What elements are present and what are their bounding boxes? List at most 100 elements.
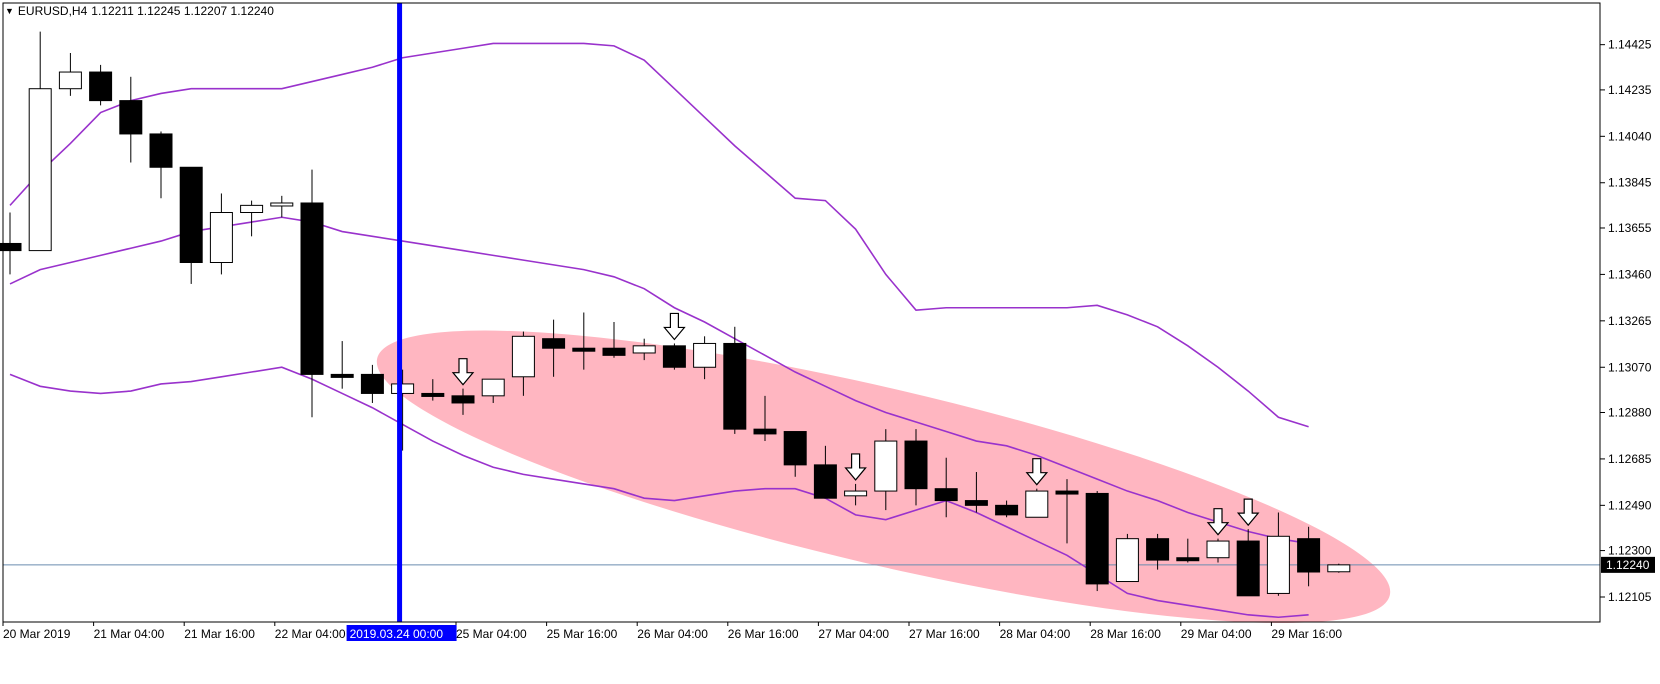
x-tick-label: 20 Mar 2019 [3, 627, 71, 641]
candle-body [149, 133, 173, 168]
chart-title-bar: ▼ EURUSD,H4 1.12211 1.12245 1.12207 1.12… [5, 4, 274, 18]
triangle-down-icon[interactable]: ▼ [5, 6, 14, 16]
candle-body [934, 488, 958, 502]
x-tick-label: 25 Mar 04:00 [456, 627, 527, 641]
candle [632, 338, 656, 361]
candle-body [723, 342, 747, 430]
current-price-label: 1.12240 [1606, 558, 1650, 572]
candle [572, 312, 596, 370]
candle-body [964, 500, 988, 506]
candlesticks [0, 31, 1351, 597]
candle [783, 431, 807, 477]
candle [753, 395, 777, 442]
candle [995, 500, 1019, 518]
candle-body [1025, 490, 1049, 518]
candle [270, 195, 294, 218]
candle-body [632, 345, 656, 354]
candle [964, 472, 988, 513]
y-tick-label: 1.12490 [1608, 498, 1652, 512]
candle [1115, 533, 1139, 583]
date-marker-tag[interactable] [346, 625, 457, 641]
candle [300, 169, 324, 418]
candle-body [0, 242, 22, 252]
y-tick-label: 1.12685 [1608, 452, 1652, 466]
x-tick-label: 25 Mar 16:00 [547, 627, 618, 641]
candle [1236, 529, 1260, 597]
candle [1025, 488, 1049, 518]
candle-body [1327, 564, 1351, 573]
candle [89, 64, 113, 106]
candle-body [330, 373, 354, 378]
candle [693, 336, 717, 380]
candle [723, 326, 747, 434]
plot-frame [2, 2, 1601, 623]
candle-body [572, 347, 596, 352]
candle [813, 445, 837, 499]
candle [481, 378, 505, 403]
candle [662, 343, 686, 370]
candle-body [1206, 540, 1230, 559]
y-tick-label: 1.13845 [1608, 176, 1652, 190]
candle [1297, 526, 1321, 587]
candle [360, 364, 384, 403]
x-tick-label: 28 Mar 04:00 [1000, 627, 1071, 641]
y-tick-label: 1.12300 [1608, 544, 1652, 558]
price-axis[interactable]: 1.14425 1.14235 1.14040 1.13845 1.13655 1.134… [1600, 38, 1655, 604]
date-marker-label: 2019.03.24 00:00 [350, 627, 444, 641]
candle-body [1297, 538, 1321, 573]
candle-body [1266, 535, 1290, 594]
candle-body [783, 431, 807, 466]
candle [58, 52, 82, 96]
candle-body [904, 440, 928, 490]
candle-body [240, 204, 264, 214]
down-arrow-icon [1206, 508, 1230, 536]
candle [602, 322, 626, 358]
candle-body [844, 490, 868, 497]
candle-body [693, 342, 717, 368]
candle-body [119, 100, 143, 135]
x-tick-label: 21 Mar 16:00 [184, 627, 255, 641]
down-arrow-icon [663, 312, 686, 341]
candle [391, 369, 415, 451]
x-tick-label: 22 Mar 04:00 [275, 627, 346, 641]
candle-body [1236, 540, 1260, 597]
candle-body [1146, 538, 1170, 561]
candle [28, 31, 52, 252]
candle-body [270, 202, 294, 207]
signal-arrows [451, 312, 1260, 536]
x-tick-label: 26 Mar 16:00 [728, 627, 799, 641]
y-tick-label: 1.14235 [1608, 83, 1652, 97]
candle-body [542, 338, 566, 349]
candle-body [421, 392, 445, 397]
plot-border [2, 2, 1601, 623]
candle [1146, 533, 1170, 570]
candle-body [602, 347, 626, 356]
candle-body [360, 373, 384, 394]
x-tick-label: 28 Mar 16:00 [1090, 627, 1161, 641]
candle-body [662, 345, 686, 368]
candle-body [481, 378, 505, 397]
candle-body [58, 71, 82, 90]
x-tick-label: 27 Mar 04:00 [818, 627, 889, 641]
candle-body [511, 335, 535, 378]
y-tick-label: 1.14040 [1608, 129, 1652, 143]
bollinger-upper-line [9, 42, 1309, 428]
x-tick-label: 29 Mar 16:00 [1271, 627, 1342, 641]
candle-body [451, 395, 475, 404]
candle [1085, 491, 1109, 592]
candle-body [89, 71, 113, 102]
candle [1055, 479, 1079, 544]
candle [209, 193, 233, 275]
candle [511, 331, 535, 396]
candle-body [1055, 490, 1079, 495]
y-tick-label: 1.13070 [1608, 360, 1652, 374]
x-tick-label: 27 Mar 16:00 [909, 627, 980, 641]
candle [1327, 563, 1351, 573]
time-axis[interactable]: 20 Mar 2019 21 Mar 04:00 21 Mar 16:00 22 Ma… [2, 622, 1342, 641]
y-tick-label: 1.12105 [1608, 590, 1652, 604]
y-tick-label: 1.12880 [1608, 405, 1652, 419]
candle-body [813, 464, 837, 499]
candle-body [995, 504, 1019, 516]
candle [421, 379, 445, 401]
